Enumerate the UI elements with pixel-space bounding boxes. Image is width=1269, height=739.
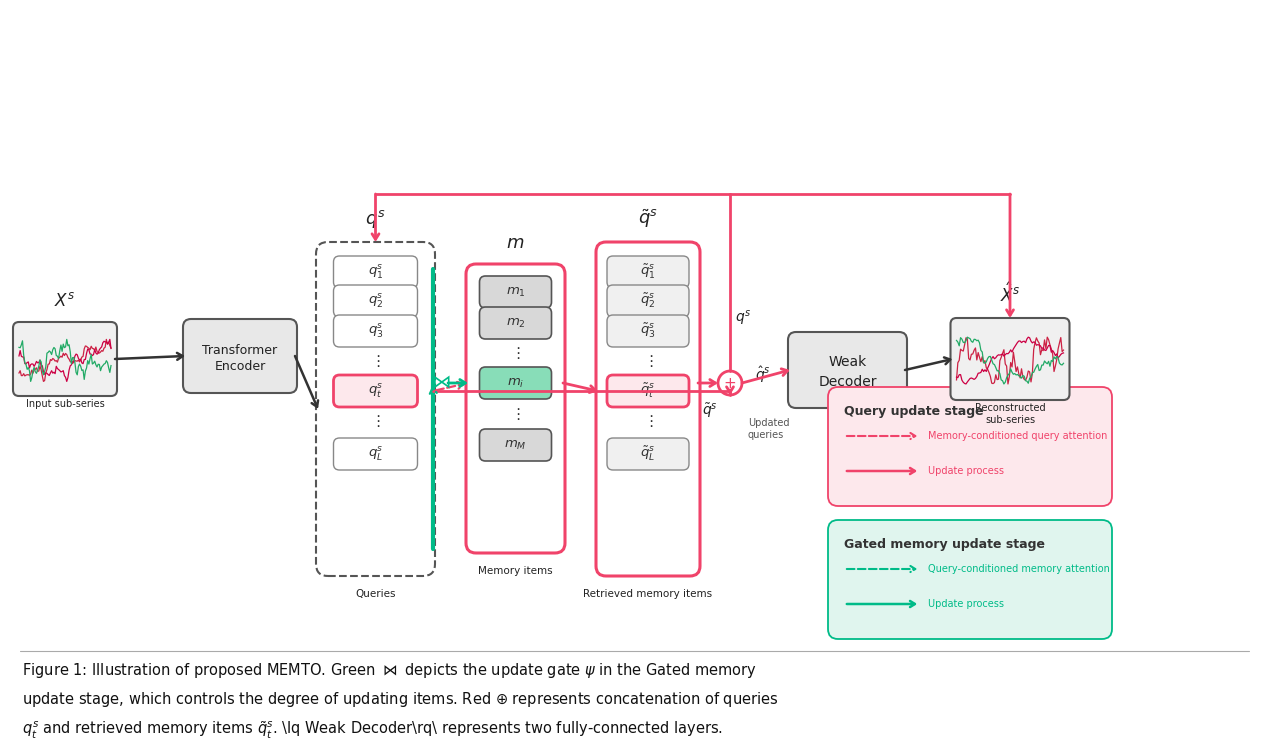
Text: $\hat{q}^s$: $\hat{q}^s$ xyxy=(755,365,770,385)
Text: Update process: Update process xyxy=(928,599,1004,609)
Text: $\vdots$: $\vdots$ xyxy=(643,353,654,369)
Text: $q^s$: $q^s$ xyxy=(735,309,751,328)
Text: $\vdots$: $\vdots$ xyxy=(643,413,654,429)
Text: $\tilde{q}_3^s$: $\tilde{q}_3^s$ xyxy=(640,322,656,340)
Text: $\vdots$: $\vdots$ xyxy=(510,345,520,361)
Text: $\bowtie$: $\bowtie$ xyxy=(429,373,452,392)
Text: Update process: Update process xyxy=(928,466,1004,476)
Text: Memory items: Memory items xyxy=(478,566,553,576)
FancyBboxPatch shape xyxy=(827,520,1112,639)
Text: Input sub-series: Input sub-series xyxy=(25,399,104,409)
Text: $m_2$: $m_2$ xyxy=(505,316,525,330)
FancyBboxPatch shape xyxy=(607,315,689,347)
Text: Figure 1: Illustration of proposed MEMTO. Green $\bowtie$ depicts the update gat: Figure 1: Illustration of proposed MEMTO… xyxy=(22,661,778,739)
Text: Query-conditioned memory attention: Query-conditioned memory attention xyxy=(928,564,1110,574)
FancyBboxPatch shape xyxy=(334,285,418,317)
Text: $q_2^s$: $q_2^s$ xyxy=(368,292,383,310)
FancyBboxPatch shape xyxy=(183,319,297,393)
Text: $q_1^s$: $q_1^s$ xyxy=(368,263,383,281)
Text: $m$: $m$ xyxy=(506,234,524,252)
Text: $\vdots$: $\vdots$ xyxy=(510,406,520,422)
FancyBboxPatch shape xyxy=(596,242,700,576)
Text: Queries: Queries xyxy=(355,589,396,599)
FancyBboxPatch shape xyxy=(788,332,907,408)
FancyBboxPatch shape xyxy=(334,256,418,288)
FancyBboxPatch shape xyxy=(480,429,552,461)
Text: $\tilde{q}^s$: $\tilde{q}^s$ xyxy=(638,208,657,230)
FancyBboxPatch shape xyxy=(827,387,1112,506)
Text: Memory-conditioned query attention: Memory-conditioned query attention xyxy=(928,431,1108,441)
Text: $\vdots$: $\vdots$ xyxy=(371,413,381,429)
Text: $+$: $+$ xyxy=(723,375,736,390)
Text: Weak: Weak xyxy=(829,355,867,369)
FancyBboxPatch shape xyxy=(607,375,689,407)
Text: $X^s$: $X^s$ xyxy=(55,292,76,310)
FancyBboxPatch shape xyxy=(607,285,689,317)
FancyBboxPatch shape xyxy=(334,375,418,407)
FancyBboxPatch shape xyxy=(607,256,689,288)
FancyBboxPatch shape xyxy=(466,264,565,553)
FancyBboxPatch shape xyxy=(480,367,552,399)
Text: $\tilde{q}_t^s$: $\tilde{q}_t^s$ xyxy=(641,382,656,400)
FancyBboxPatch shape xyxy=(334,315,418,347)
Text: Reconstructed
sub-series: Reconstructed sub-series xyxy=(975,403,1046,426)
Text: $\tilde{q}^s$: $\tilde{q}^s$ xyxy=(702,401,718,420)
Text: $q^s$: $q^s$ xyxy=(365,208,386,230)
Text: Gated memory update stage: Gated memory update stage xyxy=(844,538,1044,551)
Text: $m_M$: $m_M$ xyxy=(504,438,527,452)
FancyBboxPatch shape xyxy=(950,318,1070,400)
FancyBboxPatch shape xyxy=(13,322,117,396)
Text: $q_t^s$: $q_t^s$ xyxy=(368,382,383,400)
Text: $\tilde{q}_2^s$: $\tilde{q}_2^s$ xyxy=(641,292,656,310)
Text: $m_1$: $m_1$ xyxy=(505,285,525,299)
FancyBboxPatch shape xyxy=(480,307,552,339)
Text: $q_3^s$: $q_3^s$ xyxy=(368,322,383,340)
Text: $m_i$: $m_i$ xyxy=(506,376,524,389)
Text: $\hat{X}^s$: $\hat{X}^s$ xyxy=(1000,282,1020,306)
FancyBboxPatch shape xyxy=(316,242,435,576)
Text: Decoder: Decoder xyxy=(819,375,877,389)
Text: Encoder: Encoder xyxy=(214,359,265,372)
Text: Updated
queries: Updated queries xyxy=(747,418,789,440)
FancyBboxPatch shape xyxy=(607,438,689,470)
Text: $\tilde{q}_L^s$: $\tilde{q}_L^s$ xyxy=(641,445,656,463)
Text: $\vdots$: $\vdots$ xyxy=(371,353,381,369)
Text: Retrieved memory items: Retrieved memory items xyxy=(584,589,713,599)
Text: Transformer: Transformer xyxy=(203,344,278,356)
Text: $q_L^s$: $q_L^s$ xyxy=(368,446,383,463)
Text: $\tilde{q}_1^s$: $\tilde{q}_1^s$ xyxy=(641,263,656,281)
FancyBboxPatch shape xyxy=(334,438,418,470)
Text: Query update stage: Query update stage xyxy=(844,405,983,418)
FancyBboxPatch shape xyxy=(480,276,552,308)
